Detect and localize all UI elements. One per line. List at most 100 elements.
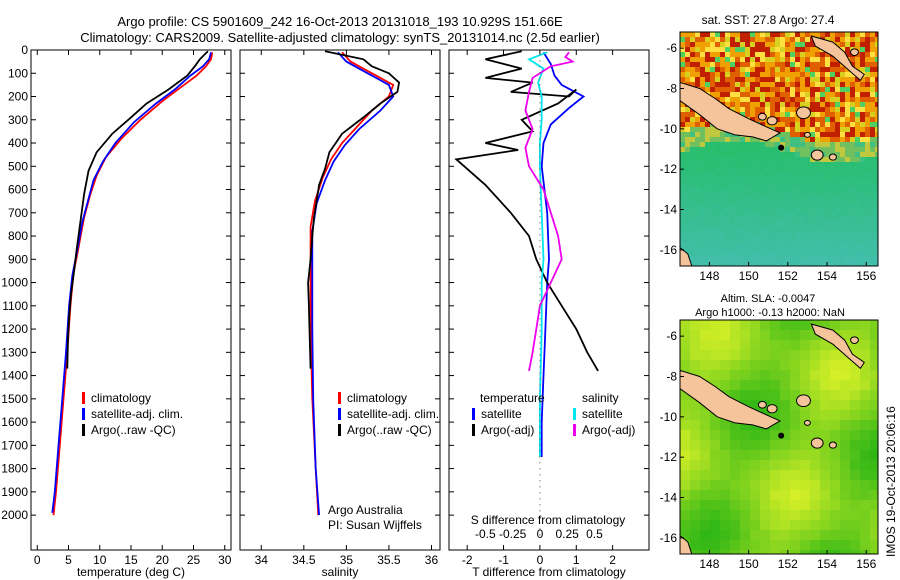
x-tick-label: 0 — [537, 553, 544, 567]
sst-map-panel: sat. SST: 27.8 Argo: 27.4 148 150 152 154 156… — [660, 13, 879, 283]
sla-field — [680, 320, 878, 554]
x-tick-label: 156 — [856, 269, 876, 283]
legend-swatch — [472, 408, 475, 420]
legend-entry: climatology — [347, 391, 407, 405]
series-climatology — [52, 52, 214, 516]
top-axis-label: S difference from climatology — [471, 513, 626, 527]
x-tick-label: 0 — [34, 553, 41, 567]
y-tick-label: 1900 — [1, 485, 28, 499]
x-tick-label: 150 — [739, 557, 759, 571]
x-tick-label: 154 — [817, 557, 837, 571]
y-tick-label: 1700 — [1, 438, 28, 452]
y-tick-label: -14 — [660, 491, 678, 505]
x-tick-label: 2 — [609, 553, 616, 567]
top-tick-label: 0.5 — [586, 527, 603, 541]
legend-entry: Argo(..raw -QC) — [347, 423, 432, 437]
plot-frame — [239, 49, 441, 551]
legend-entry: satellite-adj. clim. — [347, 407, 439, 421]
legend-entry: Argo(-adj) — [481, 423, 534, 437]
profile-location-marker — [778, 144, 785, 151]
y-tick-label: -6 — [666, 329, 677, 343]
legend-entry: satellite — [481, 407, 522, 421]
y-tick-label: 1300 — [1, 345, 28, 359]
x-axis-label: temperature (deg C) — [77, 565, 185, 579]
x-tick-label: 25 — [187, 553, 201, 567]
legend-entry: satellite — [582, 407, 623, 421]
y-tick-label: 800 — [8, 229, 28, 243]
sla-map-panel: Altim. SLA: -0.0047 Argo h1000: -0.13 h20… — [660, 293, 879, 571]
top-tick-label: 0 — [537, 527, 544, 541]
x-tick-label: 150 — [739, 269, 759, 283]
legend-swatch — [82, 424, 85, 436]
y-tick-label: -12 — [660, 450, 678, 464]
profile-location-marker — [778, 432, 785, 439]
x-tick-label: 20 — [156, 553, 170, 567]
salinity-panel: 34 34.5 35 35.5 36 salinity climatology satelli… — [239, 49, 441, 579]
legend-swatch — [472, 424, 475, 436]
legend-title-salinity: salinity — [582, 391, 619, 405]
x-tick-label: 34 — [255, 553, 269, 567]
y-tick-label: 300 — [8, 113, 28, 127]
legend-swatch — [338, 392, 341, 404]
y-tick-label: 1800 — [1, 462, 28, 476]
x-tick-label: -2 — [462, 553, 473, 567]
credit-label: IMOS 19-Oct-2013 20:06:16 — [884, 406, 898, 557]
y-tick-label: 700 — [8, 206, 28, 220]
x-tick-label: 15 — [124, 553, 138, 567]
annotation-line2: PI: Susan Wijffels — [328, 518, 422, 532]
top-tick-label: -0.25 — [499, 527, 527, 541]
y-tick-label: 1400 — [1, 369, 28, 383]
y-tick-label: 900 — [8, 252, 28, 266]
legend-swatch — [573, 424, 576, 436]
x-tick-label: 152 — [778, 557, 798, 571]
sst-map-title: sat. SST: 27.8 Argo: 27.4 — [702, 13, 835, 27]
y-tick-label: 0 — [21, 43, 28, 57]
credit-label-container: IMOS 19-Oct-2013 20:06:16 — [880, 352, 900, 562]
series-salinity-argo-adj- — [524, 51, 575, 372]
y-tick-label: -12 — [660, 162, 678, 176]
x-tick-label: 35 — [340, 553, 354, 567]
series-satellite-adj-clim- — [311, 51, 395, 516]
figure-title-line2: Climatology: CARS2009. Satellite-adjuste… — [80, 30, 600, 45]
series-climatology — [309, 51, 395, 516]
series-temperature-argo-adj- — [454, 50, 599, 372]
x-tick-label: 34.5 — [292, 553, 316, 567]
legend-entry: Argo(..raw -QC) — [91, 423, 176, 437]
y-tick-label: -16 — [660, 531, 678, 545]
x-axis-label: T difference from climatology — [472, 565, 626, 579]
y-tick-label: 600 — [8, 183, 28, 197]
y-tick-label: 1000 — [1, 276, 28, 290]
sla-map-title-line1: Altim. SLA: -0.0047 — [721, 293, 816, 305]
map-frame — [679, 319, 879, 555]
series-argo-raw-qc- — [66, 50, 209, 369]
y-tick-label: 1600 — [1, 415, 28, 429]
plot-frame — [448, 49, 650, 551]
series-satellite-adj-clim- — [51, 52, 212, 513]
plot-frame — [30, 49, 232, 551]
legend-entry: climatology — [91, 391, 151, 405]
y-tick-label: 2000 — [1, 508, 28, 522]
difference-panel: -2 -1 0 1 2T difference from climatology S di… — [448, 49, 650, 579]
legend-swatch — [573, 408, 576, 420]
x-tick-label: 148 — [699, 269, 719, 283]
y-tick-label: -10 — [660, 410, 678, 424]
x-tick-label: 36 — [425, 553, 439, 567]
x-tick-label: 1 — [573, 553, 580, 567]
legend-entry: Argo(-adj) — [582, 423, 635, 437]
temperature-panel: 0 5 10 15 20 25 300100200300400500600700800900… — [1, 43, 231, 579]
legend-swatch — [82, 392, 85, 404]
x-tick-label: 154 — [817, 269, 837, 283]
figure-title-line1: Argo profile: CS 5901609_242 16-Oct-2013… — [117, 14, 563, 29]
x-tick-label: 152 — [778, 269, 798, 283]
map-frame — [679, 31, 879, 267]
legend-swatch — [338, 424, 341, 436]
y-tick-label: 500 — [8, 159, 28, 173]
y-tick-label: -14 — [660, 203, 678, 217]
annotation-line1: Argo Australia — [328, 503, 403, 517]
series-argo-raw-qc- — [307, 50, 401, 369]
x-tick-label: 156 — [856, 557, 876, 571]
y-tick-label: -6 — [666, 41, 677, 55]
y-tick-label: 200 — [8, 90, 28, 104]
x-axis-label: salinity — [322, 565, 359, 579]
